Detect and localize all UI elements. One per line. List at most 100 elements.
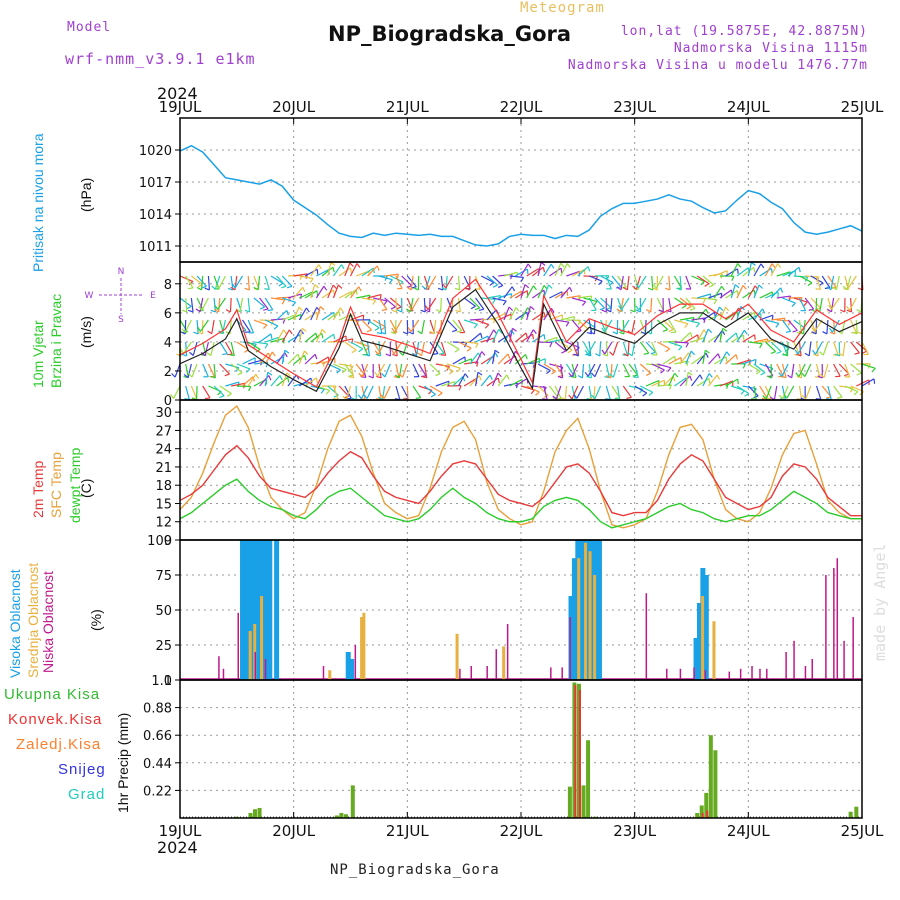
- wind-barb: [316, 356, 329, 365]
- wind-barb: [696, 275, 710, 285]
- wind-barb: [346, 385, 352, 400]
- cloud-bar: [322, 666, 325, 680]
- wind-barb: [395, 385, 401, 400]
- wind-barb: [605, 275, 612, 290]
- wind-barb: [378, 297, 388, 310]
- wind-barb: [674, 377, 687, 387]
- cloud-bar: [825, 575, 827, 680]
- wind-barb: [832, 319, 836, 334]
- wind-barb-tick: [606, 306, 612, 310]
- wind-barb-tick: [740, 390, 745, 395]
- wind-barb: [651, 275, 654, 291]
- wind-barb: [361, 363, 369, 378]
- wind-barb: [566, 295, 581, 299]
- wind-barb-tick: [665, 348, 671, 353]
- wind-barb: [229, 297, 232, 313]
- wind-barb: [554, 263, 562, 277]
- cloud-bar: [766, 668, 768, 680]
- wind-barb-tick: [640, 331, 646, 335]
- wind-barb: [696, 329, 705, 343]
- wind-barb: [555, 319, 570, 323]
- wind-barb: [429, 385, 443, 394]
- wind-barb-tick: [871, 367, 876, 373]
- wind-barb-tick: [808, 308, 814, 311]
- wind-barb: [211, 319, 215, 334]
- wind-barb-tick: [170, 394, 175, 399]
- wind-barb: [549, 267, 562, 277]
- wind-barb: [662, 375, 674, 387]
- wind-barb-tick: [807, 282, 813, 287]
- wind-barb-tick: [770, 350, 776, 354]
- wind-barb-tick: [480, 332, 483, 339]
- wind-barb: [469, 297, 481, 309]
- wind-barb: [270, 375, 281, 387]
- wind-barb: [850, 297, 853, 313]
- wind-barb: [748, 363, 761, 372]
- wind-barb: [753, 263, 762, 277]
- wind-barb-tick: [197, 331, 203, 335]
- wind-barb: [765, 319, 780, 325]
- wind-barb: [620, 275, 624, 290]
- wind-barb: [219, 363, 230, 375]
- wind-barb-tick: [454, 348, 460, 353]
- wind-barb: [566, 270, 580, 277]
- wind-barb: [622, 319, 625, 335]
- wind-barb: [571, 385, 579, 399]
- wind-barb: [776, 363, 784, 377]
- cloud-bar: [577, 558, 581, 680]
- cloud-bar: [218, 656, 220, 680]
- wind-barb: [412, 341, 418, 356]
- wind-barb-tick: [478, 375, 482, 381]
- wind-barb: [293, 381, 308, 387]
- wind-barb: [395, 363, 400, 378]
- wind-barb: [736, 267, 749, 277]
- wind-barb-tick: [435, 309, 441, 313]
- wind-barb: [798, 385, 803, 400]
- wind-barb: [588, 363, 593, 378]
- wind-barb: [187, 363, 192, 378]
- wind-barb-tick: [668, 328, 674, 332]
- ytick-label: 27: [155, 424, 172, 439]
- legend-snow: Snijeg: [58, 761, 106, 778]
- wind-barb: [247, 373, 257, 387]
- ytick-label: 6: [164, 307, 172, 322]
- wind-barb: [344, 341, 357, 351]
- wind-barb-tick: [264, 288, 270, 290]
- cloud-bar: [264, 659, 267, 680]
- wind-barb-tick: [473, 323, 478, 329]
- ytick-label: 21: [155, 461, 172, 476]
- wind-barb: [605, 341, 609, 356]
- wind-barb-tick: [626, 396, 632, 399]
- wind-barb-tick: [798, 330, 804, 335]
- wind-barb: [207, 275, 211, 291]
- wind-barb: [201, 297, 209, 311]
- wind-barb-tick: [225, 309, 231, 313]
- wind-barb-tick: [782, 353, 788, 357]
- wind-barb: [398, 363, 403, 378]
- wind-barb-tick: [822, 331, 828, 335]
- wind-barb-tick: [489, 374, 493, 380]
- wind-barb: [799, 275, 813, 284]
- wind-barb-tick: [787, 374, 793, 379]
- ytick-label: 0.66: [143, 729, 172, 744]
- wind-barb-tick: [581, 301, 587, 306]
- station-title: NP_Biogradska_Gora: [328, 22, 572, 46]
- wind-barb-tick: [219, 395, 225, 399]
- wind-barb-tick: [230, 286, 236, 291]
- wind-barb-tick: [245, 331, 251, 334]
- wind-barb: [401, 385, 409, 399]
- wind-barb-tick: [188, 309, 194, 313]
- cloud-bar: [712, 621, 716, 680]
- wind-barb-tick: [783, 393, 788, 399]
- wind-barb-tick: [204, 287, 210, 291]
- wind-barb-tick: [413, 287, 419, 291]
- wind-barb-tick: [794, 349, 799, 355]
- wind-barb-tick: [267, 371, 273, 376]
- cloud-bar: [704, 670, 707, 680]
- wind-barb-tick: [244, 309, 250, 313]
- wind-barb: [304, 311, 318, 321]
- wind-barb-tick: [332, 284, 337, 290]
- wind-barb: [638, 297, 647, 311]
- wind-barb-tick: [796, 331, 802, 335]
- wind-barb: [543, 363, 557, 372]
